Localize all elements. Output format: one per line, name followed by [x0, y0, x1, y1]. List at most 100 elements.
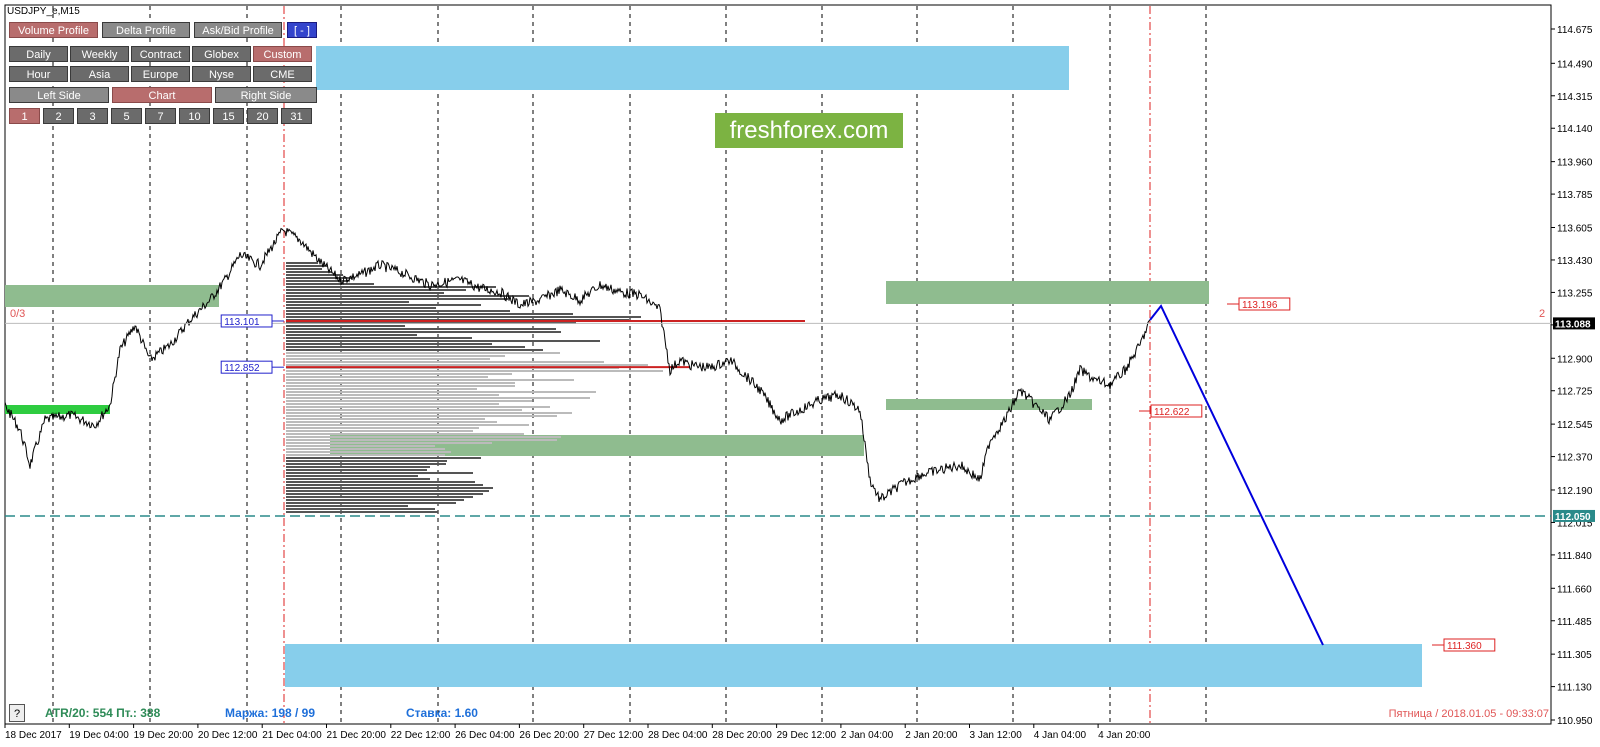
volume-profile-bar: [286, 337, 472, 339]
chart-overlays: 113.101 112.852 113.196 112.622 111.360: [5, 297, 1551, 652]
price-tick-label: 113.960: [1557, 158, 1593, 169]
time-tick-label: 19 Dec 20:00: [134, 730, 194, 741]
time-separators: [52, 6, 1207, 723]
volume-profile-bar: [286, 445, 435, 447]
time-tick-label: 28 Dec 04:00: [648, 730, 708, 741]
period-globex-button[interactable]: Globex: [192, 46, 251, 62]
volume-profile-bar: [286, 487, 493, 489]
price-tick-label: 114.315: [1557, 92, 1593, 103]
green-zone-left: [5, 285, 219, 307]
volume-profile-bar: [286, 328, 556, 330]
session-asia-button[interactable]: Asia: [70, 66, 129, 82]
volume-profile-bar: [286, 355, 505, 357]
bright-green-bar: [5, 405, 110, 414]
level-mid-label-box: [1150, 404, 1203, 418]
count-3-button[interactable]: 3: [77, 108, 108, 124]
volume-profile-bar: [286, 436, 561, 438]
count-10-button[interactable]: 10: [179, 108, 210, 124]
level-target-label-box: [1443, 638, 1496, 652]
left-counter: 0/3: [10, 308, 26, 320]
volume-profile-bar: [286, 472, 473, 474]
volume-profile-bar: [286, 400, 532, 402]
volume-profile-bar: [286, 370, 663, 372]
projection-line: [1149, 304, 1324, 646]
volume-profile-bar: [286, 301, 409, 303]
profile-mode-delta-profile-button[interactable]: Delta Profile: [102, 22, 190, 38]
volume-profile-bar: [286, 475, 418, 477]
volume-profile-bar: [286, 358, 490, 360]
count-2-button[interactable]: 2: [43, 108, 74, 124]
volume-profile-bar: [286, 286, 496, 288]
volume-profile-bar: [286, 361, 604, 363]
period-custom-button[interactable]: Custom: [253, 46, 312, 62]
count-5-button[interactable]: 5: [111, 108, 142, 124]
time-tick-label: 3 Jan 12:00: [970, 730, 1023, 741]
volume-profile-bar: [286, 382, 515, 384]
volume-profile-bar: [286, 304, 481, 306]
current-price-marker: 113.088: [1555, 319, 1591, 330]
price-tick-label: 114.675: [1557, 25, 1593, 36]
count-7-button[interactable]: 7: [145, 108, 176, 124]
time-tick-label: 21 Dec 20:00: [327, 730, 387, 741]
help-button[interactable]: ?: [9, 704, 25, 722]
volume-profile-bar: [286, 277, 352, 279]
volume-profile-bar: [286, 316, 641, 318]
session-cme-button[interactable]: CME: [253, 66, 312, 82]
time-tick-label: 28 Dec 20:00: [712, 730, 772, 741]
session-europe-button[interactable]: Europe: [131, 66, 190, 82]
volume-profile-bar: [286, 295, 529, 297]
volume-profile-bar: [286, 490, 489, 492]
profile-mode-ask-bid-profile-button[interactable]: Ask/Bid Profile: [194, 22, 282, 38]
volume-profile-bar: [286, 289, 466, 291]
volume-profile-bar: [286, 313, 573, 315]
volume-profile-bar: [286, 283, 374, 285]
volume-profile-bar: [286, 388, 477, 390]
volume-profile-bar: [286, 451, 451, 453]
volume-profile-bar: [286, 415, 557, 417]
volume-profile-bar: [286, 274, 343, 276]
volume-profile-bar: [286, 505, 408, 507]
time-tick-label: 26 Dec 20:00: [519, 730, 579, 741]
price-tick-label: 111.305: [1557, 650, 1592, 661]
position-chart-button[interactable]: Chart: [112, 87, 212, 103]
volume-profile-bar: [286, 430, 473, 432]
volume-profile-bar: [286, 391, 596, 393]
profile-mode-volume-profile-button[interactable]: Volume Profile: [9, 22, 98, 38]
level-target-label: 111.360: [1447, 641, 1482, 652]
volume-profile-bar: [286, 310, 510, 312]
session-nyse-button[interactable]: Nyse: [192, 66, 251, 82]
volume-profile-bar: [286, 424, 529, 426]
period-contract-button[interactable]: Contract: [131, 46, 190, 62]
position-left-side-button[interactable]: Left Side: [9, 87, 109, 103]
volume-profile-bar: [286, 421, 497, 423]
volume-profile-bar: [286, 409, 522, 411]
volume-profile-bar: [286, 439, 557, 441]
price-tick-label: 111.660: [1557, 584, 1592, 595]
period-daily-button[interactable]: Daily: [9, 46, 68, 62]
count-31-button[interactable]: 31: [281, 108, 312, 124]
price-tick-label: 113.605: [1557, 223, 1593, 234]
session-hour-button[interactable]: Hour: [9, 66, 68, 82]
volume-profile-bar: [286, 481, 475, 483]
time-tick-label: 2 Jan 04:00: [841, 730, 894, 741]
count-1-button[interactable]: 1: [9, 108, 40, 124]
volume-profile-bar: [286, 271, 332, 273]
count-15-button[interactable]: 15: [213, 108, 244, 124]
position-right-side-button[interactable]: Right Side: [215, 87, 317, 103]
time-tick-label: 19 Dec 04:00: [69, 730, 129, 741]
volume-profile-bar: [286, 457, 481, 459]
period-weekly-button[interactable]: Weekly: [70, 46, 129, 62]
volume-profile-bar: [286, 463, 446, 465]
volume-profile-bar: [286, 511, 438, 513]
green-zone-upper: [886, 281, 1209, 304]
profile-mode--button[interactable]: [ - ]: [287, 22, 317, 38]
volume-profile-bar: [286, 334, 417, 336]
volume-profile-bar: [286, 397, 590, 399]
volume-profile-bar: [286, 496, 473, 498]
volume-profile-bar: [286, 427, 479, 429]
level-mid-label: 112.622: [1154, 407, 1190, 418]
price-tick-label: 111.840: [1557, 551, 1592, 562]
volume-profile-bar: [286, 448, 445, 450]
count-20-button[interactable]: 20: [247, 108, 278, 124]
price-tick-label: 113.430: [1557, 256, 1593, 267]
